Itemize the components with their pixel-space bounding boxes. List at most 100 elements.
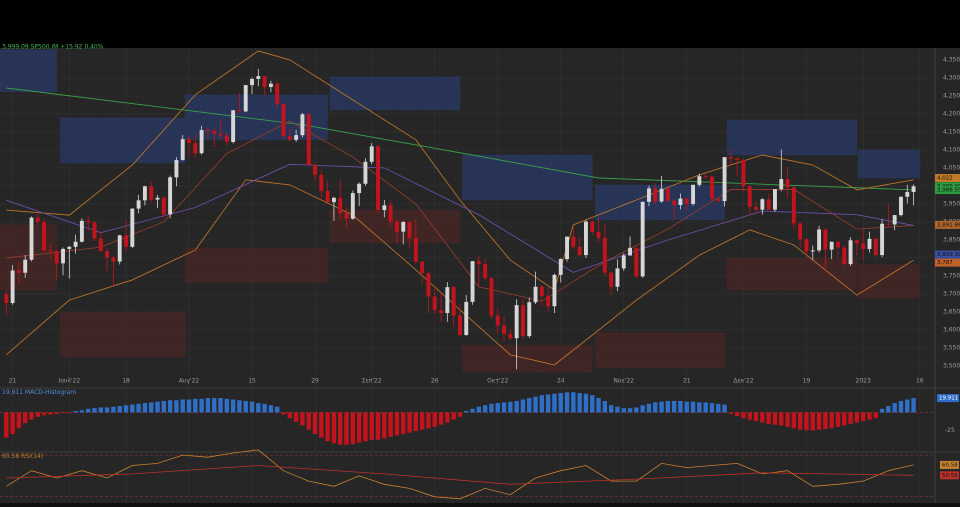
- histogram-bar: [722, 404, 727, 413]
- histogram-bar: [571, 392, 576, 413]
- price-label-box: [935, 186, 960, 195]
- zone: [594, 332, 726, 369]
- histogram-bar: [848, 412, 853, 424]
- candle-body: [552, 274, 557, 307]
- histogram-bar: [312, 412, 318, 435]
- histogram-bar: [230, 399, 236, 413]
- candle-body: [105, 251, 110, 258]
- value-label: 60.58: [942, 462, 958, 468]
- candle-body: [432, 296, 437, 311]
- candle-body: [502, 325, 506, 334]
- zone: [184, 247, 329, 284]
- histogram-bar: [363, 412, 368, 442]
- candle-body: [653, 188, 658, 202]
- candle-body: [10, 270, 15, 303]
- histogram-bar: [167, 400, 173, 413]
- histogram-bar: [438, 412, 444, 425]
- candle-body: [716, 198, 721, 202]
- histogram-bar: [464, 411, 469, 413]
- histogram-bar: [590, 395, 595, 413]
- histogram-bar: [482, 405, 488, 413]
- candle-body: [86, 220, 91, 223]
- histogram-bar: [60, 412, 66, 414]
- histogram-bar: [16, 412, 22, 429]
- candle-body: [810, 250, 815, 252]
- zone: [857, 149, 921, 179]
- candle-body: [268, 83, 273, 87]
- candle-body: [886, 223, 891, 225]
- y-tick-label: 3,600: [943, 326, 960, 333]
- y-tick-label: 4,350: [943, 56, 960, 63]
- candle-body: [319, 174, 324, 191]
- zone: [184, 94, 329, 141]
- header: 3,999.09 SP500.IM +15.92 0.40%: [2, 44, 104, 51]
- candle-body: [300, 114, 305, 136]
- candle-body: [48, 250, 53, 252]
- x-tick-label: Νοε'22: [613, 378, 634, 385]
- histogram-bar: [615, 406, 620, 413]
- histogram-bar: [54, 412, 59, 414]
- histogram-bar: [275, 406, 280, 413]
- y-tick-label: -25: [945, 427, 955, 434]
- histogram-bar: [419, 412, 425, 430]
- candle-body: [256, 76, 261, 79]
- histogram-bar: [596, 398, 601, 413]
- histogram-bar: [98, 407, 104, 413]
- candle-body: [905, 192, 910, 197]
- histogram-bar: [608, 405, 614, 413]
- candle-body: [243, 85, 248, 112]
- candle-body: [640, 201, 645, 277]
- candle-body: [728, 157, 733, 159]
- histogram-bar: [394, 412, 400, 436]
- candle-body: [262, 76, 267, 87]
- zone: [461, 154, 593, 201]
- candle-body: [741, 160, 746, 187]
- histogram-bar: [634, 407, 639, 413]
- candle-body: [4, 293, 9, 303]
- candle-body: [659, 188, 664, 202]
- zone: [726, 119, 858, 156]
- histogram-bar: [123, 405, 129, 413]
- candle-body: [61, 248, 65, 264]
- histogram-bar: [470, 408, 475, 413]
- histogram-bar: [426, 412, 431, 429]
- candle-body: [193, 143, 198, 154]
- candle-body: [376, 146, 380, 211]
- histogram-bar: [671, 400, 677, 413]
- histogram-bar: [22, 412, 28, 424]
- x-tick-label: Δεκ'22: [733, 378, 753, 385]
- price-label-box: [935, 174, 960, 183]
- histogram-bar: [325, 412, 330, 442]
- histogram-bar: [331, 412, 337, 444]
- candle-body: [483, 264, 488, 279]
- histogram-bar: [791, 412, 797, 429]
- histogram-bar: [293, 412, 299, 422]
- candle-body: [710, 176, 714, 199]
- candle-body: [130, 208, 135, 247]
- candle-body: [205, 130, 210, 132]
- candle-body: [439, 310, 443, 314]
- candle-body: [533, 286, 538, 303]
- pane-value: 60.58: [2, 453, 19, 460]
- histogram-bar: [678, 400, 683, 413]
- candle-body: [23, 259, 28, 273]
- histogram-bar: [854, 412, 860, 423]
- candle-body: [142, 186, 147, 201]
- x-tick-label: 24: [557, 378, 565, 385]
- histogram-bar: [514, 400, 519, 413]
- histogram-bar: [161, 400, 167, 413]
- candle-body: [565, 236, 570, 260]
- histogram-bar: [495, 403, 500, 413]
- histogram-bar: [243, 400, 248, 413]
- candle-body: [514, 305, 519, 339]
- histogram-bar: [501, 402, 507, 413]
- candle-body: [735, 158, 740, 161]
- histogram-bar: [401, 412, 406, 435]
- top-bar: [0, 0, 960, 48]
- histogram-bar: [911, 398, 916, 413]
- x-tick-label: 21: [9, 378, 17, 385]
- indicator-line: [6, 120, 914, 302]
- indicator-line: [6, 87, 914, 191]
- histogram-bar: [898, 400, 904, 413]
